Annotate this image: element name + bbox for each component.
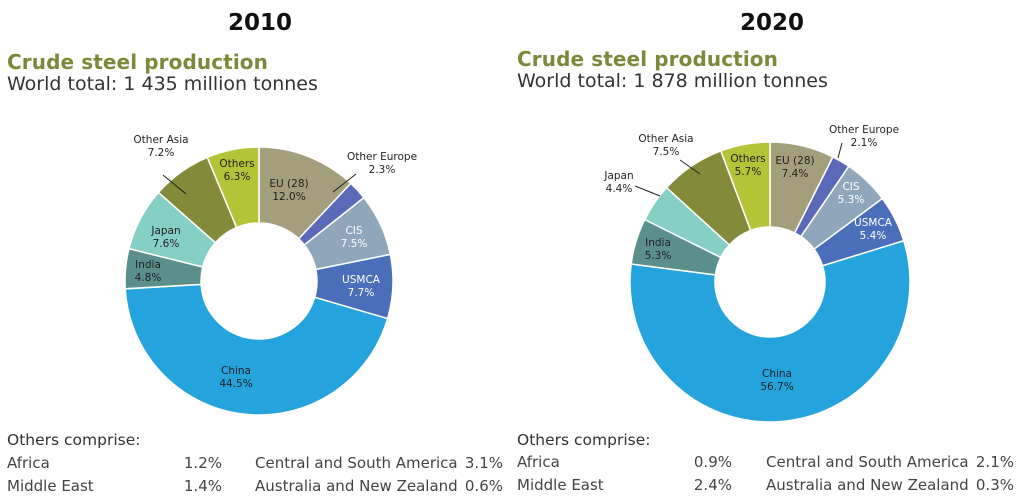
others-value: 1.2% — [183, 454, 222, 472]
slice-value-china: 56.7% — [760, 381, 793, 393]
slice-label-others: Others — [730, 153, 765, 165]
slice-value-cis: 5.3% — [838, 194, 865, 206]
slice-label-other-asia: Other Asia — [133, 134, 188, 146]
others-value: 0.6% — [464, 477, 503, 495]
leader-line — [332, 173, 357, 193]
slice-label-other-europe: Other Europe — [829, 124, 899, 136]
donut-slice-others — [206, 146, 260, 229]
others-value: 2.4% — [693, 476, 732, 494]
slice-value-usmca: 7.7% — [348, 287, 375, 299]
others-heading: Others comprise: — [7, 431, 141, 449]
donut-slice-china — [124, 283, 389, 416]
slice-value-india: 5.3% — [645, 250, 672, 262]
slice-value-china: 44.5% — [219, 378, 252, 390]
slice-value-eu-28: 12.0% — [272, 191, 305, 203]
slice-label-india: India — [645, 237, 671, 249]
others-value: 1.4% — [183, 477, 222, 495]
chart-panel-2010: 2010 Crude steel production World total:… — [0, 0, 505, 499]
slice-value-other-europe: 2.3% — [369, 164, 396, 176]
others-name: Australia and New Zealand — [255, 477, 458, 495]
others-value: 0.3% — [975, 476, 1014, 494]
slice-label-other-asia: Other Asia — [638, 133, 693, 145]
slice-label-india: India — [135, 259, 161, 271]
slice-value-eu-28: 7.4% — [782, 168, 809, 180]
chart-title: Crude steel production — [7, 50, 268, 74]
others-heading: Others comprise: — [517, 431, 651, 449]
slice-label-eu-28: EU (28) — [269, 178, 308, 190]
slice-label-cis: CIS — [842, 181, 859, 193]
others-row: Africa 1.2% — [7, 454, 222, 472]
slice-label-eu-28: EU (28) — [775, 155, 814, 167]
slice-value-cis: 7.5% — [341, 238, 368, 250]
chart-title: Crude steel production — [517, 47, 778, 71]
others-value: 0.9% — [693, 453, 732, 471]
slice-value-others: 5.7% — [735, 166, 762, 178]
slice-label-usmca: USMCA — [342, 274, 381, 286]
others-value: 2.1% — [975, 453, 1014, 471]
slice-value-other-asia: 7.2% — [148, 147, 175, 159]
others-row: Middle East 2.4% — [517, 476, 732, 494]
slice-label-japan: Japan — [150, 225, 180, 237]
donut-slice-china — [629, 239, 911, 423]
chart-panel-2020: 2020 Crude steel production World total:… — [510, 0, 1015, 499]
chart-year: 2020 — [740, 10, 805, 36]
slice-label-china: China — [221, 365, 251, 377]
others-name: Middle East — [7, 477, 94, 495]
chart-subtitle: World total: 1 435 million tonnes — [7, 73, 318, 95]
others-name: Middle East — [517, 476, 604, 494]
slice-value-other-europe: 2.1% — [851, 137, 878, 149]
leader-line — [162, 174, 187, 195]
others-row: Central and South America 3.1% — [255, 454, 503, 472]
slice-label-japan: Japan — [603, 170, 633, 182]
slice-value-usmca: 5.4% — [860, 230, 887, 242]
others-name: Africa — [7, 454, 50, 472]
slice-label-other-europe: Other Europe — [347, 151, 417, 163]
others-name: Africa — [517, 453, 560, 471]
slice-value-japan: 7.6% — [153, 238, 180, 250]
slice-value-others: 6.3% — [224, 171, 251, 183]
others-value: 3.1% — [464, 454, 503, 472]
others-row: Middle East 1.4% — [7, 477, 222, 495]
others-row: Africa 0.9% — [517, 453, 732, 471]
slice-label-china: China — [762, 368, 792, 380]
others-name: Australia and New Zealand — [766, 476, 969, 494]
leader-line — [634, 185, 661, 197]
others-row: Central and South America 2.1% — [766, 453, 1014, 471]
others-row: Australia and New Zealand 0.3% — [766, 476, 1014, 494]
slice-value-japan: 4.4% — [606, 183, 633, 195]
slice-label-cis: CIS — [345, 225, 362, 237]
chart-year: 2010 — [228, 10, 293, 36]
others-name: Central and South America — [255, 454, 458, 472]
slice-label-usmca: USMCA — [854, 217, 893, 229]
chart-subtitle: World total: 1 878 million tonnes — [517, 70, 828, 92]
slice-label-others: Others — [219, 158, 254, 170]
slice-value-other-asia: 7.5% — [653, 146, 680, 158]
others-name: Central and South America — [766, 453, 969, 471]
donut-chart-2020: EU (28)7.4%Other Europe2.1%CIS5.3%USMCA5… — [603, 124, 911, 423]
donut-slice-others — [719, 141, 771, 232]
others-row: Australia and New Zealand 0.6% — [255, 477, 503, 495]
leader-line — [679, 159, 701, 175]
leader-line — [837, 142, 843, 159]
slice-value-india: 4.8% — [135, 272, 162, 284]
